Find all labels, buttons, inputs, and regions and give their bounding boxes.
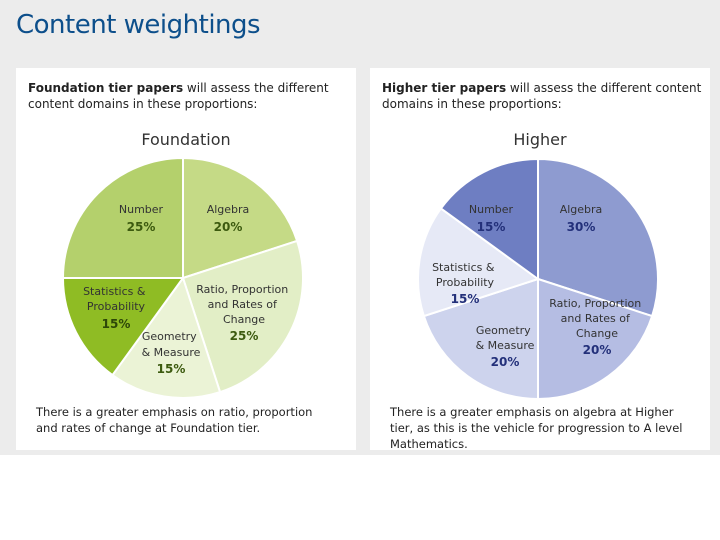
higher-chart-title: Higher xyxy=(513,130,567,149)
higher-label-statistics: Statistics & Probability xyxy=(432,261,498,289)
foundation-slice-statistics xyxy=(61,277,185,377)
foundation-intro-rest: will assess the different content domain… xyxy=(28,81,329,111)
foundation-pie-chart: Number 25% Algebra 20% Ratio, Proportion… xyxy=(61,156,304,399)
foundation-footnote: There is a greater emphasis on ratio, pr… xyxy=(36,405,313,435)
higher-pct-ratio: 20% xyxy=(583,343,612,357)
higher-label-algebra: Algebra xyxy=(560,203,603,216)
slide: Content weightings Foundation tier paper… xyxy=(0,0,720,455)
higher-pct-geometry: 20% xyxy=(491,355,520,369)
foundation-intro: Foundation tier papers will assess the d… xyxy=(28,80,348,112)
foundation-pct-ratio: 25% xyxy=(230,329,259,343)
higher-pct-statistics: 15% xyxy=(451,292,480,306)
page-title: Content weightings xyxy=(16,10,261,40)
foundation-slice-geometry xyxy=(111,275,222,399)
foundation-slice-number xyxy=(61,156,184,279)
foundation-label-geometry: Geometry & Measure xyxy=(142,330,201,359)
higher-label-ratio: Ratio, Proportion and Rates of Change xyxy=(549,297,645,340)
higher-intro-rest: will assess the different content domain… xyxy=(382,81,702,111)
foundation-label-ratio: Ratio, Proportion and Rates of Change xyxy=(196,283,292,326)
foundation-label-statistics: Statistics & Probability xyxy=(83,285,149,313)
foundation-chart-title: Foundation xyxy=(141,130,231,149)
higher-label-geometry: Geometry & Measure xyxy=(476,324,535,352)
foundation-label-algebra: Algebra xyxy=(207,203,250,216)
higher-slice-ratio xyxy=(537,277,654,401)
higher-label-number: Number xyxy=(469,203,514,216)
higher-slice-geometry xyxy=(422,277,539,401)
higher-slice-number xyxy=(439,157,539,281)
higher-footnote: There is a greater emphasis on algebra a… xyxy=(390,405,683,451)
foundation-pct-algebra: 20% xyxy=(214,220,243,234)
higher-slice-statistics xyxy=(417,207,541,318)
foundation-label-number: Number xyxy=(119,203,164,216)
foundation-pct-statistics: 15% xyxy=(102,317,131,331)
higher-intro: Higher tier papers will assess the diffe… xyxy=(382,80,702,112)
higher-intro-bold: Higher tier papers xyxy=(382,81,507,95)
higher-panel: Higher tier papers will assess the diffe… xyxy=(370,68,710,451)
higher-slice-algebra xyxy=(537,157,659,318)
foundation-slice-ratio xyxy=(181,239,304,394)
higher-pct-algebra: 30% xyxy=(567,220,596,234)
foundation-pct-geometry: 15% xyxy=(157,362,186,376)
higher-pie-chart: Number 15% Algebra 30% Statistics & Prob… xyxy=(417,157,659,401)
foundation-pct-number: 25% xyxy=(127,220,156,234)
foundation-panel: Foundation tier papers will assess the d… xyxy=(16,68,356,450)
foundation-slice-algebra xyxy=(182,156,299,280)
foundation-intro-bold: Foundation tier papers xyxy=(28,81,184,95)
higher-pct-number: 15% xyxy=(477,220,506,234)
